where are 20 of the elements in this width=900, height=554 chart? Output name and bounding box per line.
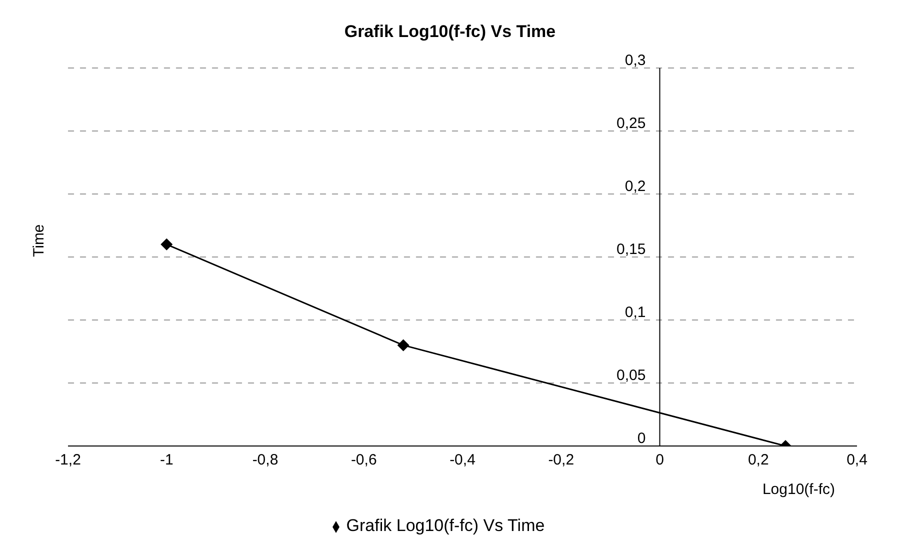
y-tick-label: 0,25: [616, 115, 646, 132]
x-axis-title: Log10(f-fc): [762, 481, 835, 498]
y-tick-label: 0,05: [616, 367, 646, 384]
y-tick-label: 0,15: [616, 241, 646, 258]
y-tick-label: 0,3: [624, 52, 646, 69]
x-tick-label: 0: [656, 452, 664, 469]
x-tick-label: -0,6: [350, 452, 377, 469]
x-tick-label: -1: [160, 452, 174, 469]
x-tick-label: -1,2: [55, 452, 81, 469]
chart-title: Grafik Log10(f-fc) Vs Time: [343, 22, 557, 42]
y-tick-label: 0,1: [624, 304, 646, 321]
y-tick-label: 0,2: [624, 178, 646, 195]
legend-label: Grafik Log10(f-fc) Vs Time: [346, 516, 545, 535]
x-tick-label: 0,2: [748, 452, 769, 469]
y-tick-label: 0: [637, 430, 646, 447]
x-tick-label: -0,8: [252, 452, 278, 469]
y-axis-title: Time: [30, 224, 48, 257]
x-tick-label: -0,2: [548, 452, 574, 469]
x-tick-label: 0,4: [846, 452, 868, 469]
x-tick-label: -0,4: [450, 452, 476, 469]
